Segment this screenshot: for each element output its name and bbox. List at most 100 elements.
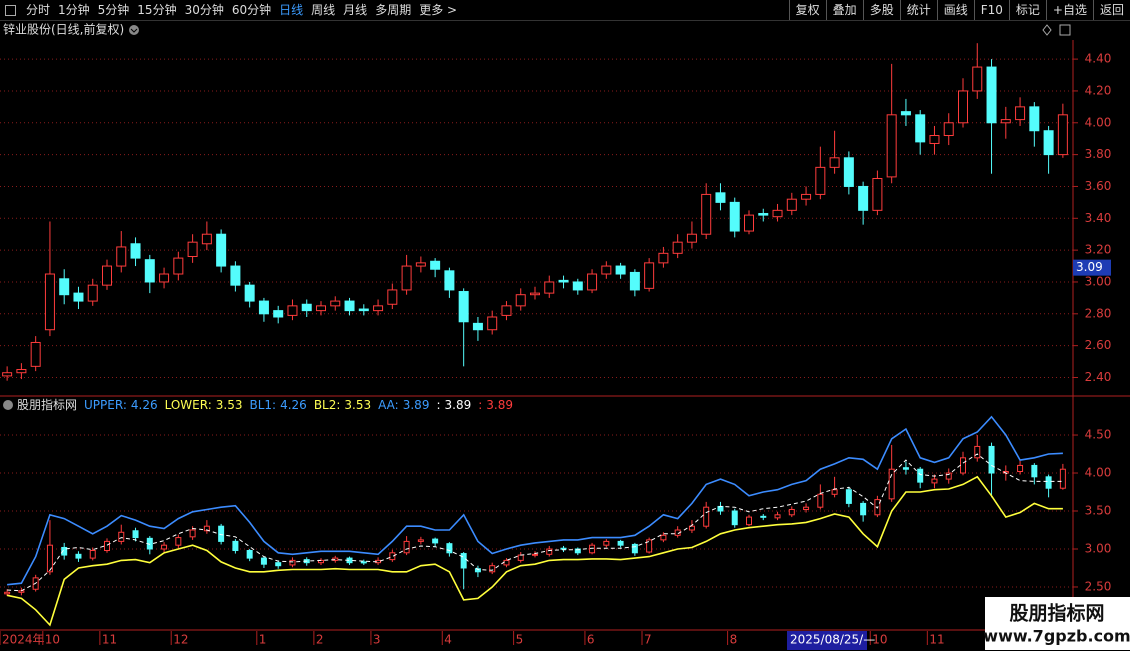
- toolbar-button[interactable]: 15分钟: [137, 3, 177, 17]
- mini-candle-body: [845, 489, 852, 504]
- mini-candle-body: [817, 493, 824, 508]
- mini-candle-body: [731, 510, 738, 526]
- legend-label: UPPER:: [84, 398, 127, 412]
- candle-body: [301, 303, 312, 312]
- x-tick-label: 7: [644, 633, 652, 647]
- window-icon[interactable]: [1059, 24, 1071, 36]
- mini-candle-body: [688, 525, 695, 531]
- toolbar-button[interactable]: 60分钟: [231, 3, 272, 17]
- mini-candle-body: [1017, 464, 1024, 472]
- candle-body: [401, 265, 412, 291]
- candle-body: [487, 316, 498, 331]
- candle-body: [515, 294, 526, 307]
- legend-value: 3.53: [216, 398, 243, 412]
- mini-candle-body: [360, 561, 367, 564]
- candle-body: [715, 192, 726, 203]
- mini-candle-body: [760, 515, 767, 518]
- candle-body: [258, 300, 269, 315]
- mini-candle-body: [1045, 476, 1052, 489]
- mini-candle-body: [403, 540, 410, 554]
- stock-title: 锌业股份(日线,前复权): [3, 22, 124, 37]
- toolbar-button[interactable]: 标记: [1008, 0, 1046, 20]
- candle-body: [373, 305, 384, 312]
- toolbar-button[interactable]: 画线: [936, 0, 974, 20]
- mini-candle-body: [831, 489, 838, 495]
- toolbar-button[interactable]: 统计: [899, 0, 937, 20]
- y-tick-label: 3.50: [1085, 504, 1112, 518]
- toolbar-button[interactable]: 月线: [343, 3, 368, 17]
- candle-body: [187, 241, 198, 258]
- mini-candle-body: [603, 540, 610, 546]
- mini-candle-body: [1059, 468, 1066, 489]
- mini-candle-body: [260, 557, 267, 565]
- toolbar-button[interactable]: 复权: [788, 0, 826, 20]
- toolbar-button[interactable]: 1分钟: [58, 3, 90, 17]
- candle-body: [1057, 114, 1068, 156]
- toolbar-button[interactable]: +自选: [1045, 0, 1093, 20]
- candle-body: [73, 292, 84, 302]
- indicator-menu-icon[interactable]: [3, 400, 13, 410]
- mini-candle-body: [175, 537, 182, 546]
- x-tick-label: 10: [45, 633, 60, 647]
- y-tick-label: 3.20: [1085, 243, 1112, 257]
- candle-body: [530, 292, 540, 296]
- watermark-title: 股朋指标网: [1009, 603, 1104, 625]
- toolbar-button[interactable]: 30分钟: [184, 3, 224, 17]
- candle-body: [1029, 106, 1040, 132]
- mini-candle-body: [631, 543, 638, 554]
- title-menu-icon[interactable]: [129, 25, 139, 35]
- candle-body: [558, 279, 569, 283]
- candle-body: [30, 341, 41, 367]
- candle-body: [430, 260, 441, 270]
- mini-candle-body: [960, 457, 966, 474]
- y-tick-label: 4.20: [1085, 83, 1112, 97]
- candle-body: [644, 262, 655, 289]
- y-tick-label: 4.50: [1085, 428, 1112, 442]
- mini-candle-body: [203, 525, 210, 532]
- legend-label: :: [478, 398, 482, 412]
- diamond-icon[interactable]: [1042, 24, 1052, 36]
- toolbar-button[interactable]: 返回: [1092, 0, 1130, 20]
- mini-candle-body: [89, 550, 96, 559]
- toolbar-button[interactable]: 5分钟: [97, 3, 130, 17]
- mini-candle-body: [289, 559, 296, 566]
- toolbar-button[interactable]: 多股: [862, 0, 900, 20]
- candle-body: [772, 209, 783, 218]
- toolbar-button[interactable]: 日线: [279, 3, 304, 17]
- mini-candle-body: [988, 445, 995, 474]
- toolbar-button[interactable]: 叠加: [825, 0, 863, 20]
- period-tabs: 分时 1分钟 5分钟 15分钟 30分钟 60分钟 日线 周线 月线 多周期 更多 >: [0, 0, 461, 20]
- mini-candle-body: [517, 554, 524, 561]
- candle-body: [658, 252, 669, 264]
- mini-candle-body: [902, 467, 909, 470]
- toolbar-button[interactable]: 周线: [311, 3, 336, 17]
- x-tick-label: 1: [259, 633, 267, 647]
- mini-candle-body: [104, 540, 110, 552]
- legend-value: 3.53: [344, 398, 371, 412]
- toolbar-button[interactable]: 多周期: [375, 3, 412, 17]
- mini-candle-body: [417, 539, 424, 542]
- mini-candle-body: [246, 550, 253, 559]
- menu-icon[interactable]: [5, 4, 16, 16]
- toolbar-button[interactable]: 更多 >: [419, 3, 458, 17]
- candle-body: [943, 122, 954, 137]
- candle-body: [886, 114, 897, 178]
- candle-body: [316, 305, 326, 312]
- candle-body: [230, 265, 241, 286]
- legend-label: AA:: [378, 398, 399, 412]
- x-tick-label: 8: [730, 633, 738, 647]
- toolbar-button[interactable]: 分时: [26, 3, 51, 17]
- x-tick-label: 4: [444, 633, 452, 647]
- x-tick-label: 10: [872, 633, 887, 647]
- candle-body: [900, 111, 911, 116]
- mini-candle-body: [917, 468, 924, 483]
- cursor-date: 2025/08/25/—: [790, 633, 875, 647]
- candle-body: [59, 278, 70, 296]
- mini-candle-body: [460, 553, 467, 569]
- candle-body: [330, 300, 341, 307]
- x-tick-label: 11: [929, 633, 944, 647]
- candle-body: [387, 289, 398, 305]
- toolbar-button[interactable]: F10: [973, 0, 1009, 20]
- mini-candle-body: [503, 559, 510, 566]
